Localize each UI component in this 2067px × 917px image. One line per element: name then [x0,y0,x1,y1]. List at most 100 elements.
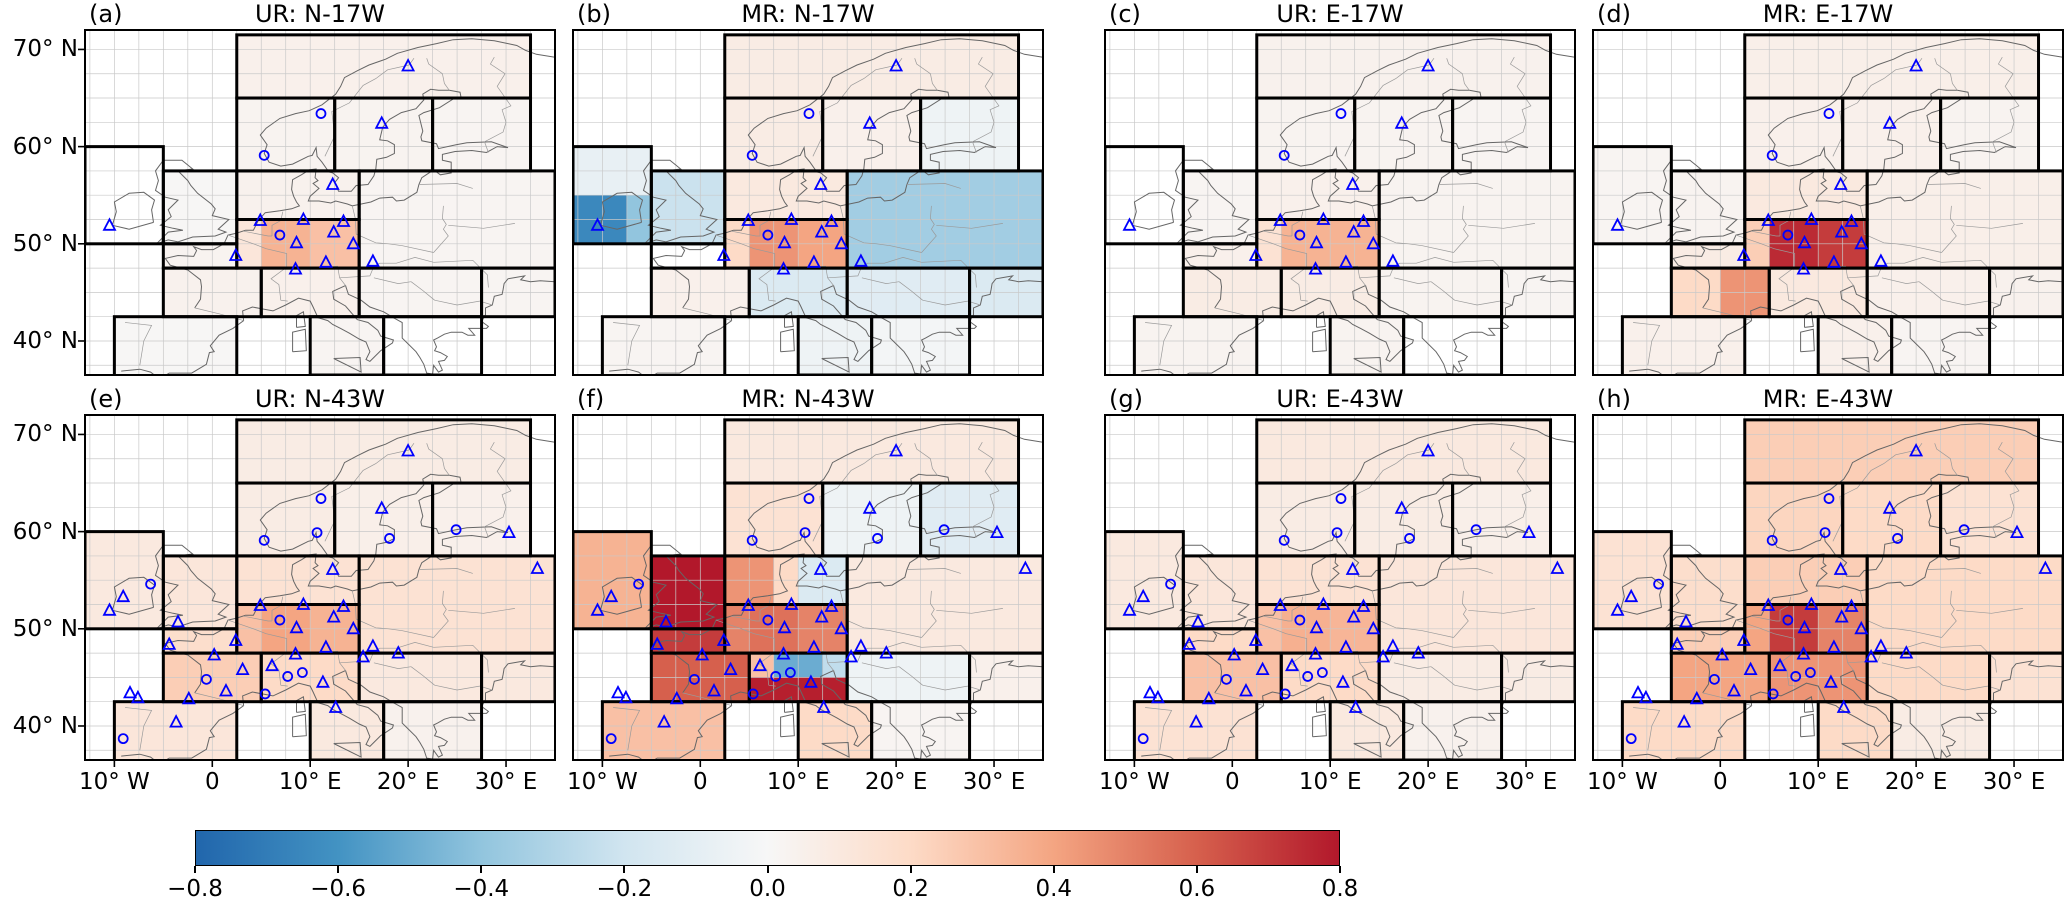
country-border [373,662,412,669]
region-outline [235,33,533,100]
region-fill [1671,555,1745,629]
station-marker-triangle [1191,614,1205,628]
coastline [1619,191,1664,230]
coastline [1800,713,1815,738]
country-border [1918,666,1943,686]
region-fill [798,316,872,375]
coastline [1672,38,2063,309]
map-frame [572,414,1044,761]
map-frame [1104,29,1576,376]
country-border [613,322,641,366]
station-marker-triangle [1715,647,1730,661]
region-fill [1671,170,1745,244]
station-marker-triangle [328,699,343,713]
station-marker-triangle [228,632,243,646]
map-svg-a [78,29,556,376]
country-border [1926,183,1981,189]
station-marker-triangle [1522,524,1536,538]
x-tick-label: 0 [204,769,220,795]
station-marker-triangle [1823,674,1838,688]
map-frame [84,414,556,761]
coastline [111,191,156,230]
station-marker-triangle [776,261,791,275]
panel-title-row-g: (g) UR: E-43W [1105,385,1575,415]
colorbar-tick-label: 0.4 [1035,876,1073,902]
station-marker-triangle [650,636,665,650]
station-marker-triangle [1366,235,1381,250]
station-marker-triangle [1773,657,1787,672]
country-border [1934,58,1958,91]
x-tick-label: 0 [692,769,708,795]
region-outline [870,315,972,375]
station-marker-triangle [169,714,184,728]
station-marker-circle [1404,533,1415,544]
station-marker-triangle [1804,596,1819,610]
map-frame [572,29,1044,376]
station-marker-triangle [1736,247,1751,261]
coastline [780,713,795,738]
station-marker-triangle [816,699,831,713]
station-marker-triangle [326,224,341,238]
station-marker-circle [1653,578,1665,590]
coastline [292,328,307,353]
map-panel-c [1104,29,1576,376]
station-marker-triangle [1631,684,1645,699]
country-border [1956,608,2023,614]
station-marker-triangle [657,714,672,728]
map-panel-a [78,29,556,376]
country-border [1926,568,1981,574]
station-marker-triangle [813,176,828,190]
country-border [1454,684,1513,691]
country-border [1446,443,1470,476]
station-marker-triangle [1356,213,1371,227]
panel-index-label: (h) [1597,385,1631,413]
country-border [1504,442,1532,538]
region-outline [382,315,484,375]
station-marker-circle [746,534,758,546]
map-svg-g [1104,414,1576,767]
station-marker-circle [784,667,796,678]
region-fill [798,701,872,760]
country-border [448,608,515,614]
region-outline [870,700,972,760]
station-marker-triangle [853,638,868,652]
country-border [1504,57,1532,153]
station-marker-triangle [1670,636,1685,650]
country-border [243,230,272,237]
station-marker-triangle [325,176,340,190]
map-svg-d [1592,29,2064,376]
station-marker-triangle [1201,690,1216,705]
country-border [1393,662,1432,669]
country-border [271,596,284,621]
station-marker-triangle [207,647,222,661]
panel-index-label: (g) [1109,385,1143,413]
country-border [1847,662,1855,672]
y-tick-label: 50° N [12,615,78,642]
country-border [861,662,900,669]
y-tick-label: 70° N [12,36,78,63]
country-border [1468,223,1535,229]
panel-title: UR: E-17W [1276,0,1404,28]
station-marker-triangle [1909,443,1924,457]
region-fill [651,170,725,244]
station-marker-circle [282,671,294,682]
station-marker-triangle [1689,690,1704,705]
station-marker-triangle [716,632,731,646]
map-content [573,415,1043,760]
country-border [373,277,412,284]
station-marker-triangle [1882,115,1897,129]
station-marker-triangle [365,638,380,652]
map-svg-h [1592,414,2064,767]
country-border [972,442,1000,538]
panel-title: UR: N-43W [254,385,386,413]
map-svg-f [572,414,1044,767]
station-marker-triangle [296,596,311,610]
station-marker-triangle [590,217,605,231]
station-marker-circle [259,688,271,700]
station-marker-triangle [1854,235,1869,250]
station-marker-triangle [253,212,268,226]
country-border [1881,662,1920,669]
map-panel-h [1592,414,2064,767]
station-marker-circle [311,527,323,538]
map-content [85,415,555,760]
